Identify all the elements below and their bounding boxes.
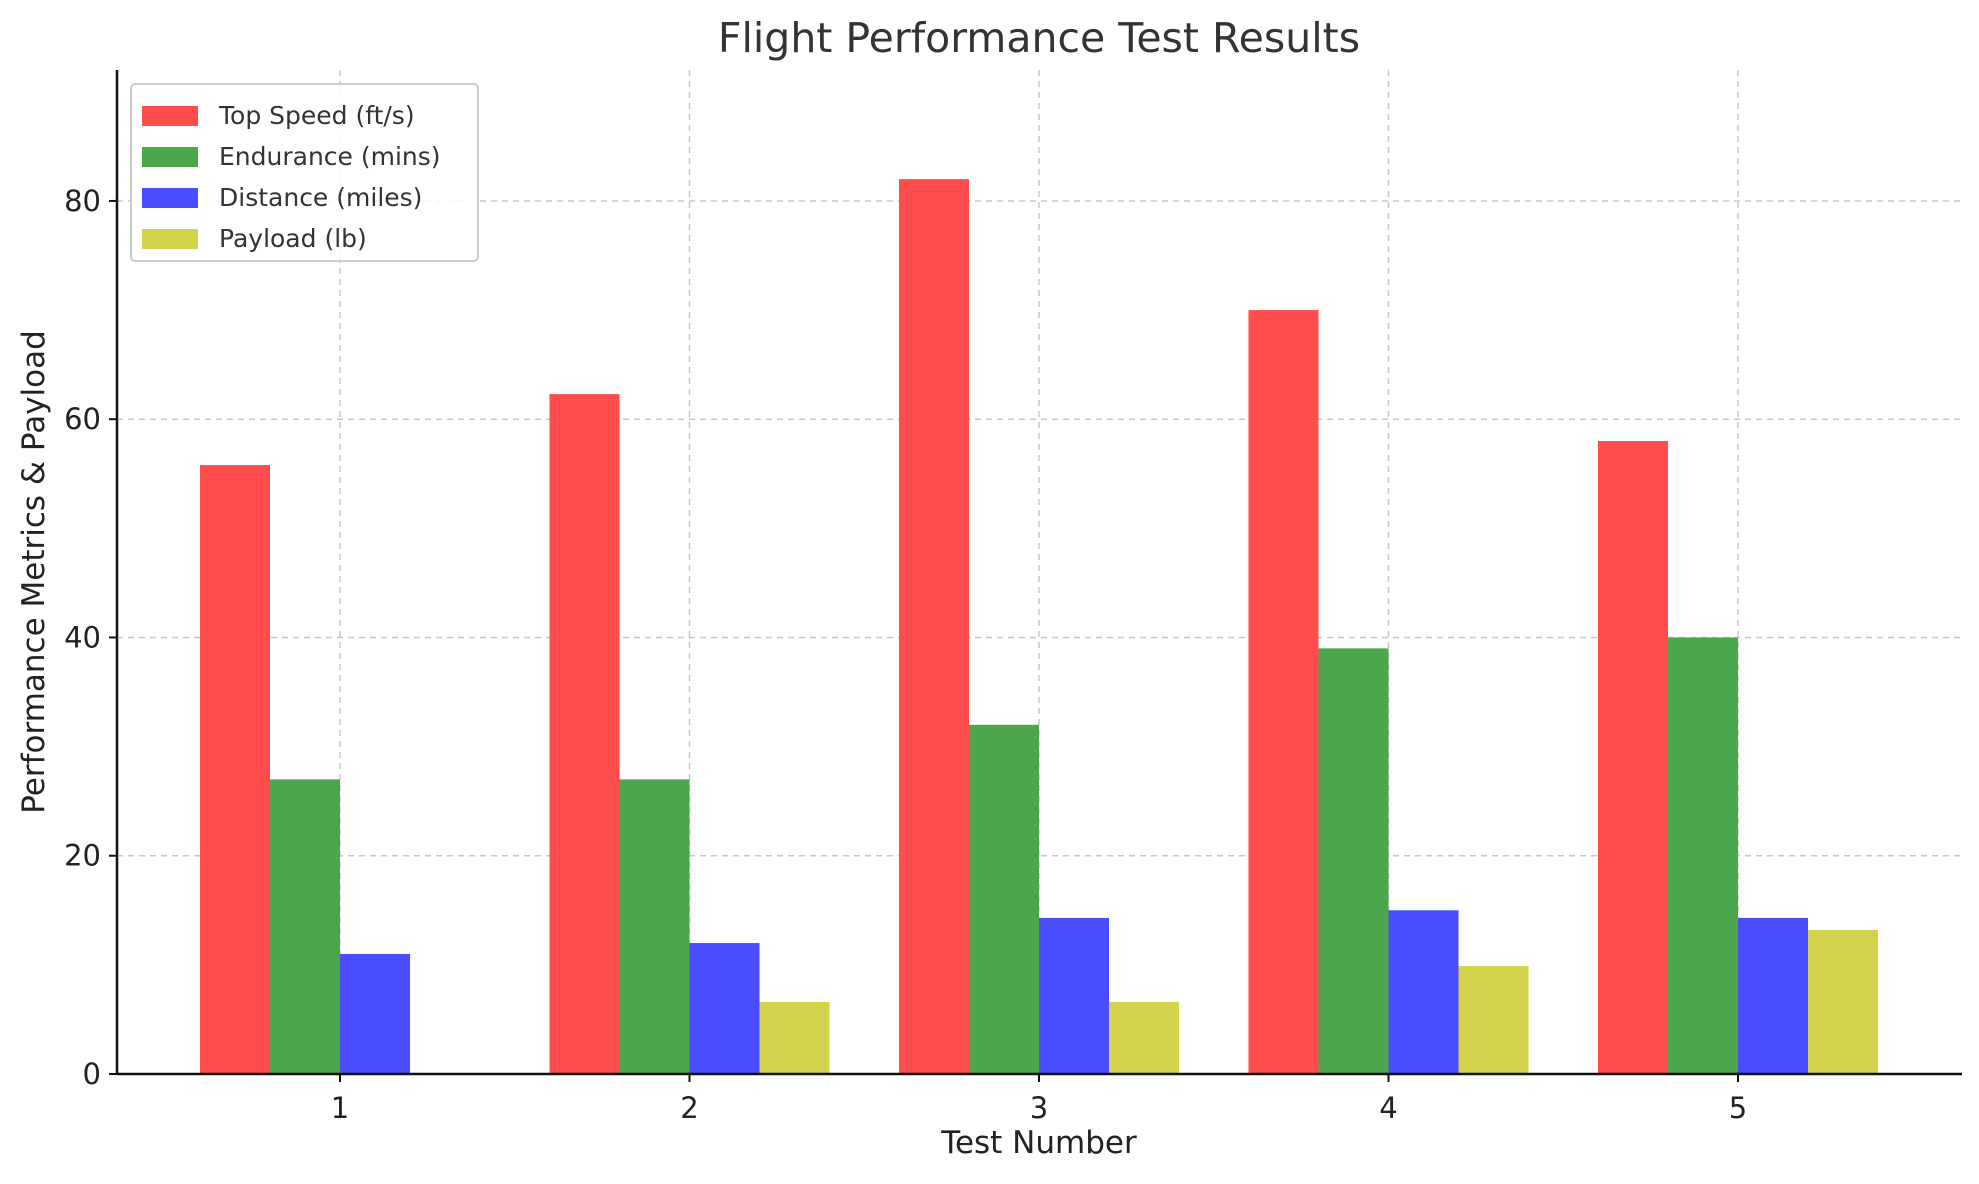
bars xyxy=(200,179,1878,1075)
legend-swatch-2 xyxy=(142,147,198,167)
legend-label-3: Distance (miles) xyxy=(219,183,422,212)
y-axis-label: Performance Metrics & Payload xyxy=(16,330,52,814)
bar-2-1 xyxy=(270,779,340,1074)
bar-3-2 xyxy=(689,943,760,1074)
x-tick-label: 1 xyxy=(331,1091,349,1125)
bar-3-1 xyxy=(340,953,410,1074)
y-tick-label: 20 xyxy=(64,839,101,873)
bar-1-5 xyxy=(1598,441,1668,1075)
bar-2-4 xyxy=(1318,648,1389,1074)
legend-swatch-3 xyxy=(142,188,198,208)
bar-1-3 xyxy=(899,179,969,1074)
x-tick-label: 4 xyxy=(1379,1091,1397,1125)
bar-1-4 xyxy=(1248,310,1319,1075)
chart-title: Flight Performance Test Results xyxy=(718,14,1360,62)
y-tick-label: 40 xyxy=(64,620,101,654)
legend-swatch-4 xyxy=(142,229,198,249)
x-tick-label: 3 xyxy=(1030,1091,1048,1125)
bar-2-5 xyxy=(1668,637,1738,1074)
bar-1-1 xyxy=(200,465,270,1074)
bar-4-4 xyxy=(1458,965,1529,1074)
bar-4-3 xyxy=(1109,1001,1179,1074)
bar-3-4 xyxy=(1388,910,1459,1074)
legend: Top Speed (ft/s) Endurance (mins) Distance… xyxy=(130,83,479,262)
y-tick-label: 0 xyxy=(83,1057,101,1091)
bar-2-2 xyxy=(619,779,690,1074)
bar-2-3 xyxy=(969,724,1039,1074)
bar-1-2 xyxy=(549,394,620,1074)
x-axis-label: Test Number xyxy=(940,1125,1137,1161)
bar-3-3 xyxy=(1039,917,1109,1074)
bar-4-5 xyxy=(1808,929,1878,1074)
legend-box xyxy=(130,83,479,262)
ticks: 0 20 40 60 80 1 2 3 4 5 xyxy=(64,184,1747,1125)
y-tick-label: 60 xyxy=(64,402,101,436)
legend-label-2: Endurance (mins) xyxy=(219,142,441,171)
legend-swatch-1 xyxy=(142,106,198,126)
x-tick-label: 2 xyxy=(680,1091,698,1125)
y-tick-label: 80 xyxy=(64,184,101,218)
x-tick-label: 5 xyxy=(1729,1091,1747,1125)
bar-3-5 xyxy=(1738,917,1808,1074)
legend-label-1: Top Speed (ft/s) xyxy=(218,101,415,130)
bar-4-2 xyxy=(759,1001,830,1074)
legend-label-4: Payload (lb) xyxy=(219,224,367,253)
